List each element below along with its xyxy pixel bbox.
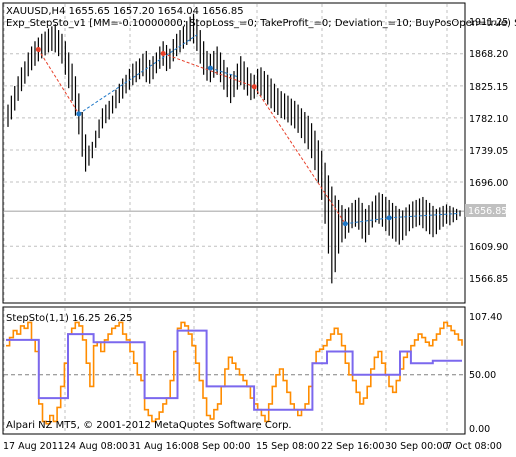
indicator-level-label: 107.40 — [469, 312, 502, 323]
current-price-label: 1656.85 — [468, 206, 507, 217]
time-label: 8 Sep 00:00 — [193, 441, 250, 452]
price-label: 1696.00 — [469, 178, 508, 189]
indicator-level-label: 50.00 — [469, 370, 496, 381]
indicator-series-line — [6, 329, 462, 411]
trade-line — [345, 217, 390, 225]
trade-marker — [35, 46, 41, 52]
time-label: 24 Aug 08:00 — [64, 441, 128, 452]
trade-marker — [160, 51, 166, 57]
current-price-badge — [465, 204, 506, 217]
indicator-frame — [2, 306, 466, 435]
time-label: 22 Sep 16:00 — [321, 441, 384, 452]
trade-marker — [251, 84, 257, 90]
indicator-level-label: 0.00 — [469, 424, 490, 435]
price-label: 1825.15 — [469, 82, 508, 93]
time-label: 30 Sep 00:00 — [385, 441, 448, 452]
watermark: Alpari NZ MT5, © 2001-2012 MetaQuotes So… — [6, 420, 292, 431]
price-axis: 1911.25 1868.20 1825.15 1782.10 1739.05 … — [469, 17, 508, 285]
price-label: 1739.05 — [469, 146, 508, 157]
symbol-label: XAUUSD,H4 1655.65 1657.20 1654.04 1656.8… — [6, 6, 244, 17]
time-label: 7 Oct 08:00 — [446, 441, 502, 452]
time-label: 15 Sep 08:00 — [256, 441, 319, 452]
main-chart-frame — [2, 2, 466, 304]
price-label: 1609.90 — [469, 242, 508, 253]
time-label: 17 Aug 2011 — [3, 441, 64, 452]
trade-marker — [386, 215, 392, 221]
trade-marker — [76, 111, 82, 117]
indicator-title: StepSto(1,1) 16.25 26.25 — [6, 313, 132, 324]
indicator-lines — [6, 321, 463, 425]
trade-line — [389, 212, 461, 219]
price-label: 1566.85 — [469, 274, 508, 285]
price-label: 1911.25 — [469, 17, 508, 28]
trade-line — [253, 86, 346, 225]
trade-marker — [342, 221, 348, 227]
trade-lines — [35, 34, 461, 227]
ea-label: Exp_StepSto_v1 [MM=-0.10000000; StopLoss… — [6, 18, 516, 29]
time-axis: 17 Aug 2011 24 Aug 08:00 31 Aug 16:00 8 … — [3, 441, 502, 452]
price-label: 1782.10 — [469, 114, 508, 125]
trade-line — [37, 49, 80, 115]
price-bars — [7, 13, 461, 284]
time-label: 31 Aug 16:00 — [129, 441, 193, 452]
price-label: 1868.20 — [469, 49, 508, 60]
trade-line — [162, 53, 255, 88]
trade-line — [78, 34, 198, 115]
trade-marker — [207, 65, 213, 71]
